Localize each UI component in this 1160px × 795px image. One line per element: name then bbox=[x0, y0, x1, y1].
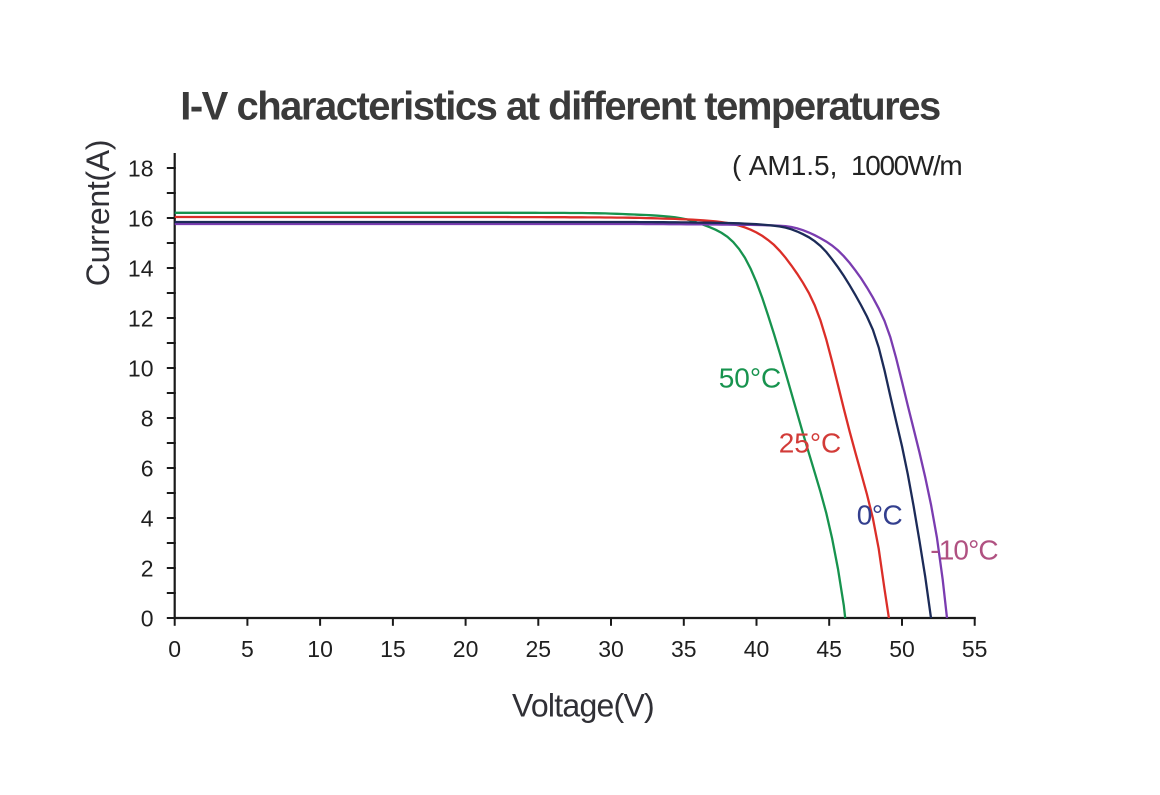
svg-text:55: 55 bbox=[962, 636, 988, 662]
svg-text:0: 0 bbox=[168, 636, 181, 662]
svg-text:25°C: 25°C bbox=[779, 428, 842, 459]
svg-text:25: 25 bbox=[526, 636, 552, 662]
svg-text:14: 14 bbox=[128, 255, 154, 281]
svg-text:Voltage(V): Voltage(V) bbox=[512, 688, 654, 724]
svg-text:Current(A): Current(A) bbox=[80, 140, 116, 286]
svg-text:8: 8 bbox=[141, 405, 154, 431]
svg-text:35: 35 bbox=[671, 636, 697, 662]
svg-text:-10°C: -10°C bbox=[930, 535, 998, 566]
svg-text:6: 6 bbox=[141, 455, 154, 481]
svg-text:20: 20 bbox=[453, 636, 479, 662]
svg-text:16: 16 bbox=[128, 205, 154, 231]
svg-text:10: 10 bbox=[307, 636, 333, 662]
svg-text:I-V characteristics at differe: I-V characteristics at different tempera… bbox=[180, 85, 940, 129]
svg-text:12: 12 bbox=[128, 305, 154, 331]
svg-text:50°C: 50°C bbox=[719, 363, 782, 394]
svg-text:(AM1.5,1000W/m: (AM1.5, 1000W/m bbox=[732, 150, 961, 181]
svg-text:0: 0 bbox=[141, 605, 154, 631]
svg-text:2: 2 bbox=[141, 555, 154, 581]
svg-text:5: 5 bbox=[241, 636, 254, 662]
svg-text:4: 4 bbox=[141, 505, 154, 531]
svg-text:10: 10 bbox=[128, 355, 154, 381]
svg-text:15: 15 bbox=[380, 636, 406, 662]
svg-text:30: 30 bbox=[598, 636, 624, 662]
svg-text:50: 50 bbox=[889, 636, 915, 662]
svg-text:18: 18 bbox=[128, 155, 154, 181]
svg-text:45: 45 bbox=[816, 636, 842, 662]
svg-text:40: 40 bbox=[744, 636, 770, 662]
svg-text:0°C: 0°C bbox=[857, 499, 903, 530]
